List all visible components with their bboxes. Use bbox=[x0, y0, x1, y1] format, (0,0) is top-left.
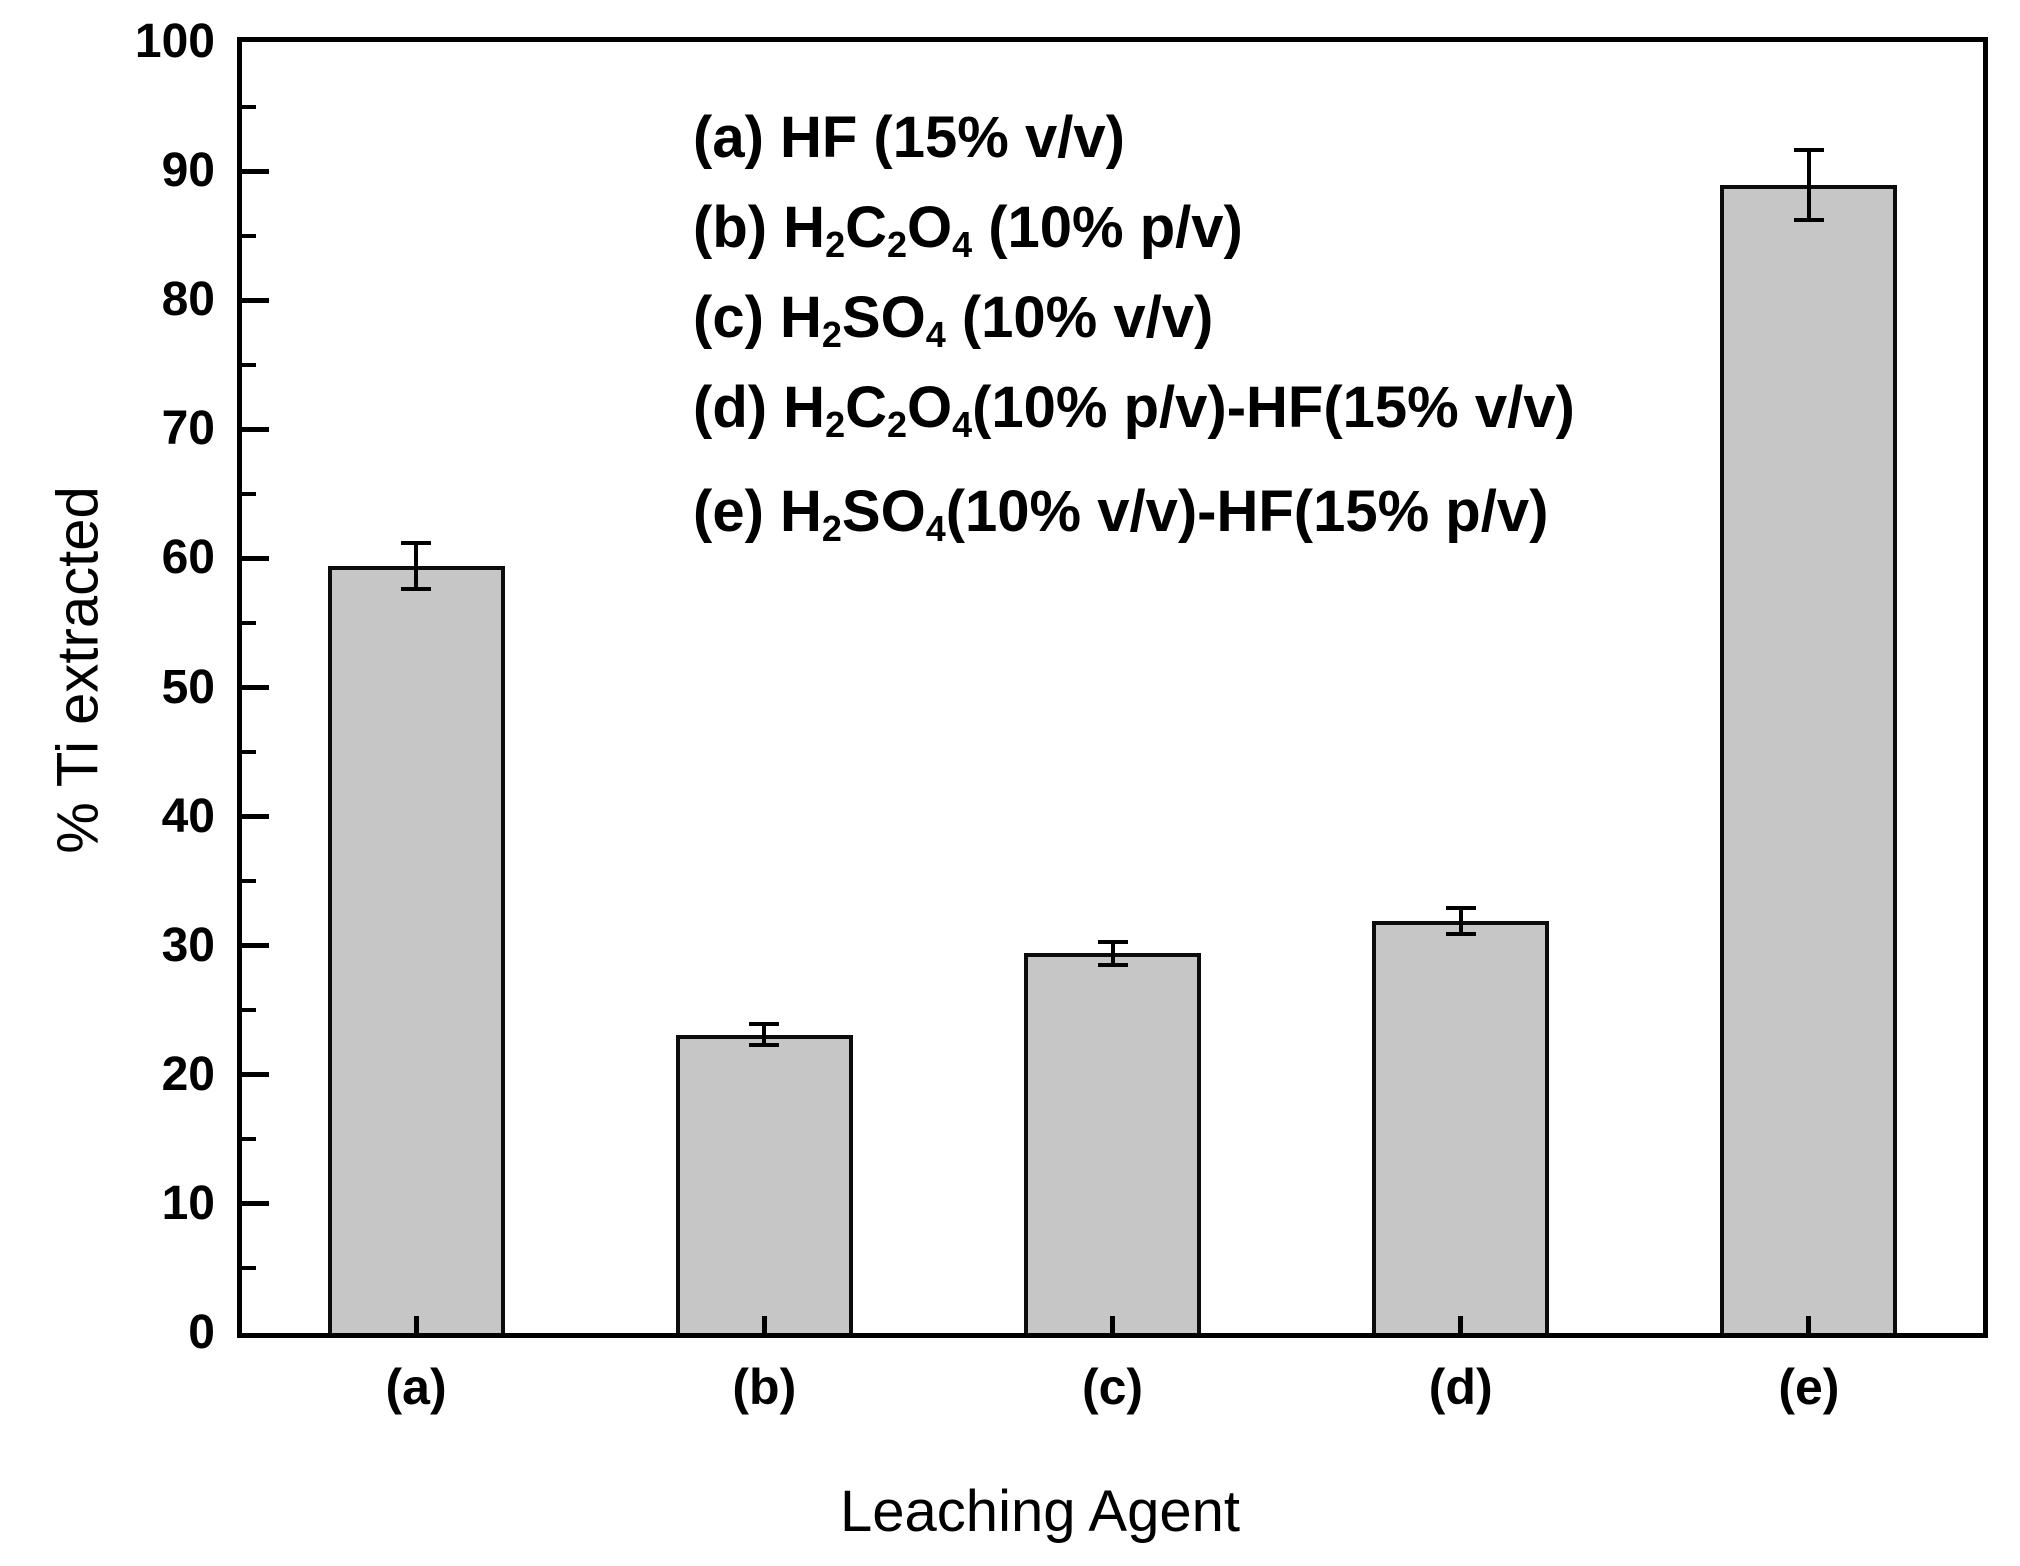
legend-text-segment: (10% v/v) bbox=[945, 285, 1214, 350]
y-minor-tick bbox=[242, 879, 256, 884]
legend-subscript: 2 bbox=[825, 224, 846, 266]
legend-subscript: 2 bbox=[821, 314, 842, 356]
y-major-tick bbox=[242, 1201, 269, 1207]
y-minor-tick bbox=[242, 750, 256, 755]
legend-text-segment: (c) H bbox=[693, 285, 822, 350]
error-bar-cap bbox=[1793, 218, 1824, 223]
legend-text-segment: (d) H bbox=[693, 375, 826, 440]
y-minor-tick bbox=[242, 1008, 256, 1013]
error-bar-cap bbox=[1793, 148, 1824, 153]
error-bar-cap bbox=[749, 1022, 780, 1027]
error-bar-cap bbox=[749, 1043, 780, 1048]
legend-line: (b) H2C2O4 (10% p/v) bbox=[693, 183, 1575, 273]
x-category-label: (c) bbox=[1081, 1359, 1144, 1415]
error-bar-cap bbox=[1097, 963, 1128, 968]
bar-d bbox=[1372, 921, 1550, 1333]
y-minor-tick bbox=[242, 233, 256, 238]
y-major-tick bbox=[242, 814, 269, 820]
y-tick-label: 80 bbox=[161, 273, 215, 327]
y-minor-tick bbox=[242, 620, 256, 625]
legend-text-segment: O bbox=[906, 195, 953, 260]
y-major-tick bbox=[242, 168, 269, 174]
error-bar-cap bbox=[1445, 932, 1476, 937]
y-tick-label: 30 bbox=[161, 918, 215, 972]
legend-subscript: 4 bbox=[952, 404, 973, 446]
legend-subscript: 2 bbox=[886, 224, 907, 266]
y-minor-tick bbox=[242, 104, 256, 109]
y-minor-tick bbox=[242, 1137, 256, 1142]
plot-area bbox=[237, 37, 1988, 1338]
legend-text-segment: O bbox=[906, 375, 953, 440]
y-tick-label: 90 bbox=[161, 144, 215, 198]
error-bar-cap bbox=[401, 587, 432, 592]
legend-text-segment: C bbox=[845, 195, 887, 260]
legend-subscript: 2 bbox=[825, 404, 846, 446]
bar-e bbox=[1720, 185, 1898, 1333]
bar-b bbox=[675, 1034, 853, 1333]
x-category-label: (b) bbox=[732, 1359, 797, 1415]
error-bar-line bbox=[1458, 908, 1463, 935]
error-bar-line bbox=[1110, 941, 1115, 966]
error-bar-line bbox=[414, 542, 419, 590]
y-tick-label: 60 bbox=[161, 531, 215, 585]
x-tick bbox=[413, 1316, 419, 1333]
legend-text-segment: (a) HF (15% v/v) bbox=[693, 105, 1125, 170]
y-tick-label: 100 bbox=[134, 15, 215, 68]
x-axis-title: Leaching Agent bbox=[840, 1479, 1240, 1544]
error-bar-cap bbox=[401, 540, 432, 545]
y-major-tick bbox=[242, 1072, 269, 1078]
y-tick-label: 70 bbox=[161, 402, 215, 456]
bar-a bbox=[327, 566, 505, 1333]
legend-text-segment: C bbox=[845, 375, 887, 440]
x-tick bbox=[1806, 1316, 1812, 1333]
legend-text-segment: (b) H bbox=[693, 195, 826, 260]
legend-line: (d) H2C2O4(10% p/v)-HF(15% v/v) bbox=[693, 363, 1575, 453]
legend: (a) HF (15% v/v) (b) H2C2O4 (10% p/v) (c) … bbox=[693, 93, 1575, 557]
x-category-label: (d) bbox=[1428, 1359, 1493, 1415]
legend-subscript: 4 bbox=[952, 224, 973, 266]
error-bar-line bbox=[762, 1024, 767, 1046]
x-tick bbox=[1458, 1316, 1464, 1333]
legend-subscript: 2 bbox=[886, 404, 907, 446]
x-category-label: (a) bbox=[385, 1359, 447, 1415]
error-bar-cap bbox=[1097, 939, 1128, 944]
error-bar-cap bbox=[1445, 906, 1476, 911]
y-minor-tick bbox=[242, 491, 256, 496]
legend-text-segment: (10% v/v)-HF(15% p/v) bbox=[945, 479, 1549, 544]
error-bar-line bbox=[1806, 150, 1811, 221]
legend-line: (e) H2SO4(10% v/v)-HF(15% p/v) bbox=[693, 467, 1575, 557]
y-major-tick bbox=[242, 555, 269, 561]
y-tick-label: 40 bbox=[161, 789, 215, 843]
legend-line: (c) H2SO4 (10% v/v) bbox=[693, 273, 1575, 363]
legend-subscript: 4 bbox=[925, 314, 946, 356]
legend-text-segment: SO bbox=[841, 285, 926, 350]
legend-text-segment: (10% p/v)-HF(15% v/v) bbox=[972, 375, 1575, 440]
y-tick-label: 20 bbox=[161, 1047, 215, 1101]
x-tick bbox=[761, 1316, 767, 1333]
legend-text-segment: SO bbox=[841, 479, 926, 544]
legend-subscript: 4 bbox=[925, 508, 946, 550]
legend-line: (a) HF (15% v/v) bbox=[693, 93, 1575, 183]
legend-subscript: 2 bbox=[821, 508, 842, 550]
y-tick-label: 10 bbox=[161, 1176, 215, 1230]
y-major-tick bbox=[242, 943, 269, 949]
legend-text-segment: (e) H bbox=[693, 479, 822, 544]
y-tick-label: 0 bbox=[188, 1306, 215, 1359]
y-tick-label: 50 bbox=[161, 660, 215, 714]
y-major-tick bbox=[242, 426, 269, 432]
y-minor-tick bbox=[242, 1266, 256, 1271]
y-major-tick bbox=[242, 297, 269, 303]
bar-c bbox=[1024, 953, 1201, 1333]
y-minor-tick bbox=[242, 362, 256, 367]
legend-text-segment: (10% p/v) bbox=[972, 195, 1243, 260]
x-category-label: (e) bbox=[1778, 1359, 1840, 1415]
x-tick bbox=[1110, 1316, 1115, 1333]
y-major-tick bbox=[242, 685, 269, 690]
